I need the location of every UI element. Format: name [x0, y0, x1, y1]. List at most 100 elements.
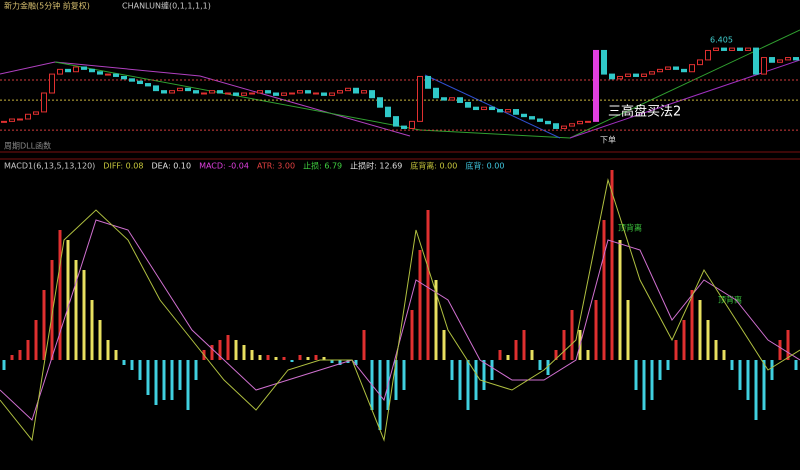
candle — [433, 87, 439, 99]
panel-footer: 周期DLL函数 — [4, 141, 51, 151]
candle — [137, 80, 143, 85]
legend-item: MACD: -0.04 — [199, 162, 249, 171]
candle — [265, 90, 271, 94]
legend-item: 底背离: 0.00 — [410, 161, 457, 171]
indicator-name: CHANLUN缠(0,1,1,1,1) — [122, 1, 211, 11]
candle — [481, 106, 487, 111]
candle — [217, 90, 223, 94]
candle — [657, 68, 663, 73]
candle — [569, 123, 575, 127]
candle — [537, 118, 543, 122]
candle — [681, 68, 687, 73]
candle — [201, 92, 207, 95]
candle — [593, 49, 599, 122]
candle — [337, 90, 343, 94]
candle — [745, 47, 751, 51]
candle — [145, 83, 151, 87]
candle — [73, 66, 79, 73]
candle — [313, 92, 319, 95]
candle — [369, 90, 375, 99]
legend-item: MACD1(6,13,5,13,120) — [4, 162, 95, 171]
candle — [497, 109, 503, 113]
candle — [465, 101, 471, 108]
candle — [633, 73, 639, 77]
dea-line — [0, 219, 800, 421]
candle — [81, 66, 87, 70]
candle — [289, 92, 295, 95]
candle — [49, 73, 55, 94]
peak-label: 6.405 — [710, 36, 733, 45]
candle — [57, 68, 63, 75]
candle — [521, 113, 527, 118]
legend-item: 止损: 6.79 — [303, 161, 342, 171]
candle — [129, 78, 135, 82]
candle — [545, 120, 551, 125]
candle — [713, 47, 719, 51]
candle — [425, 75, 431, 89]
candle — [785, 57, 791, 61]
candle — [161, 90, 167, 94]
candle — [321, 92, 327, 96]
candle — [241, 92, 247, 96]
candle — [305, 90, 311, 94]
candle — [529, 116, 535, 120]
candle — [105, 73, 111, 76]
candle — [113, 73, 119, 77]
candle — [513, 109, 519, 115]
signal-label: 三高盘买法2 — [608, 104, 681, 120]
candle — [457, 97, 463, 103]
candle — [721, 47, 727, 51]
candle — [257, 90, 263, 94]
candle — [177, 87, 183, 92]
candle — [17, 118, 23, 121]
channel-line — [54, 29, 800, 139]
candle — [9, 118, 15, 122]
stock-title: 新力金融(5分钟 前复权) — [4, 1, 90, 11]
candle — [753, 47, 759, 75]
candle — [193, 90, 199, 94]
candle — [777, 59, 783, 63]
candle — [489, 106, 495, 111]
legend-item: DIFF: 0.08 — [103, 162, 143, 171]
legend-item: 止损时: 12.69 — [350, 161, 402, 171]
candle — [585, 120, 591, 123]
candle — [625, 73, 631, 77]
candle — [769, 57, 775, 63]
candle — [89, 68, 95, 73]
candle — [353, 87, 359, 94]
candle — [417, 75, 423, 122]
candle — [25, 113, 31, 120]
candle — [153, 85, 159, 92]
candle — [377, 97, 383, 108]
candle — [97, 71, 103, 75]
candle — [273, 92, 279, 96]
candle — [1, 120, 7, 123]
candle — [673, 66, 679, 70]
candle — [297, 90, 303, 94]
candle — [249, 92, 255, 95]
candle — [345, 87, 351, 92]
candle — [393, 116, 399, 127]
candle — [665, 66, 671, 70]
candle — [761, 57, 767, 75]
candle — [361, 90, 367, 94]
candle — [41, 92, 47, 113]
candle — [65, 68, 71, 73]
order-label: 下单 — [600, 135, 616, 145]
candle — [169, 90, 175, 94]
candle — [33, 111, 39, 115]
legend-item: 底背: 0.00 — [465, 161, 504, 171]
channel-line — [424, 74, 561, 139]
candle — [329, 92, 335, 96]
candle — [553, 123, 559, 129]
candle — [185, 87, 191, 92]
candle — [577, 120, 583, 125]
candle — [385, 106, 391, 118]
candle — [281, 92, 287, 96]
candle — [697, 59, 703, 66]
candle — [441, 97, 447, 101]
candle — [449, 97, 455, 101]
candle — [737, 47, 743, 51]
